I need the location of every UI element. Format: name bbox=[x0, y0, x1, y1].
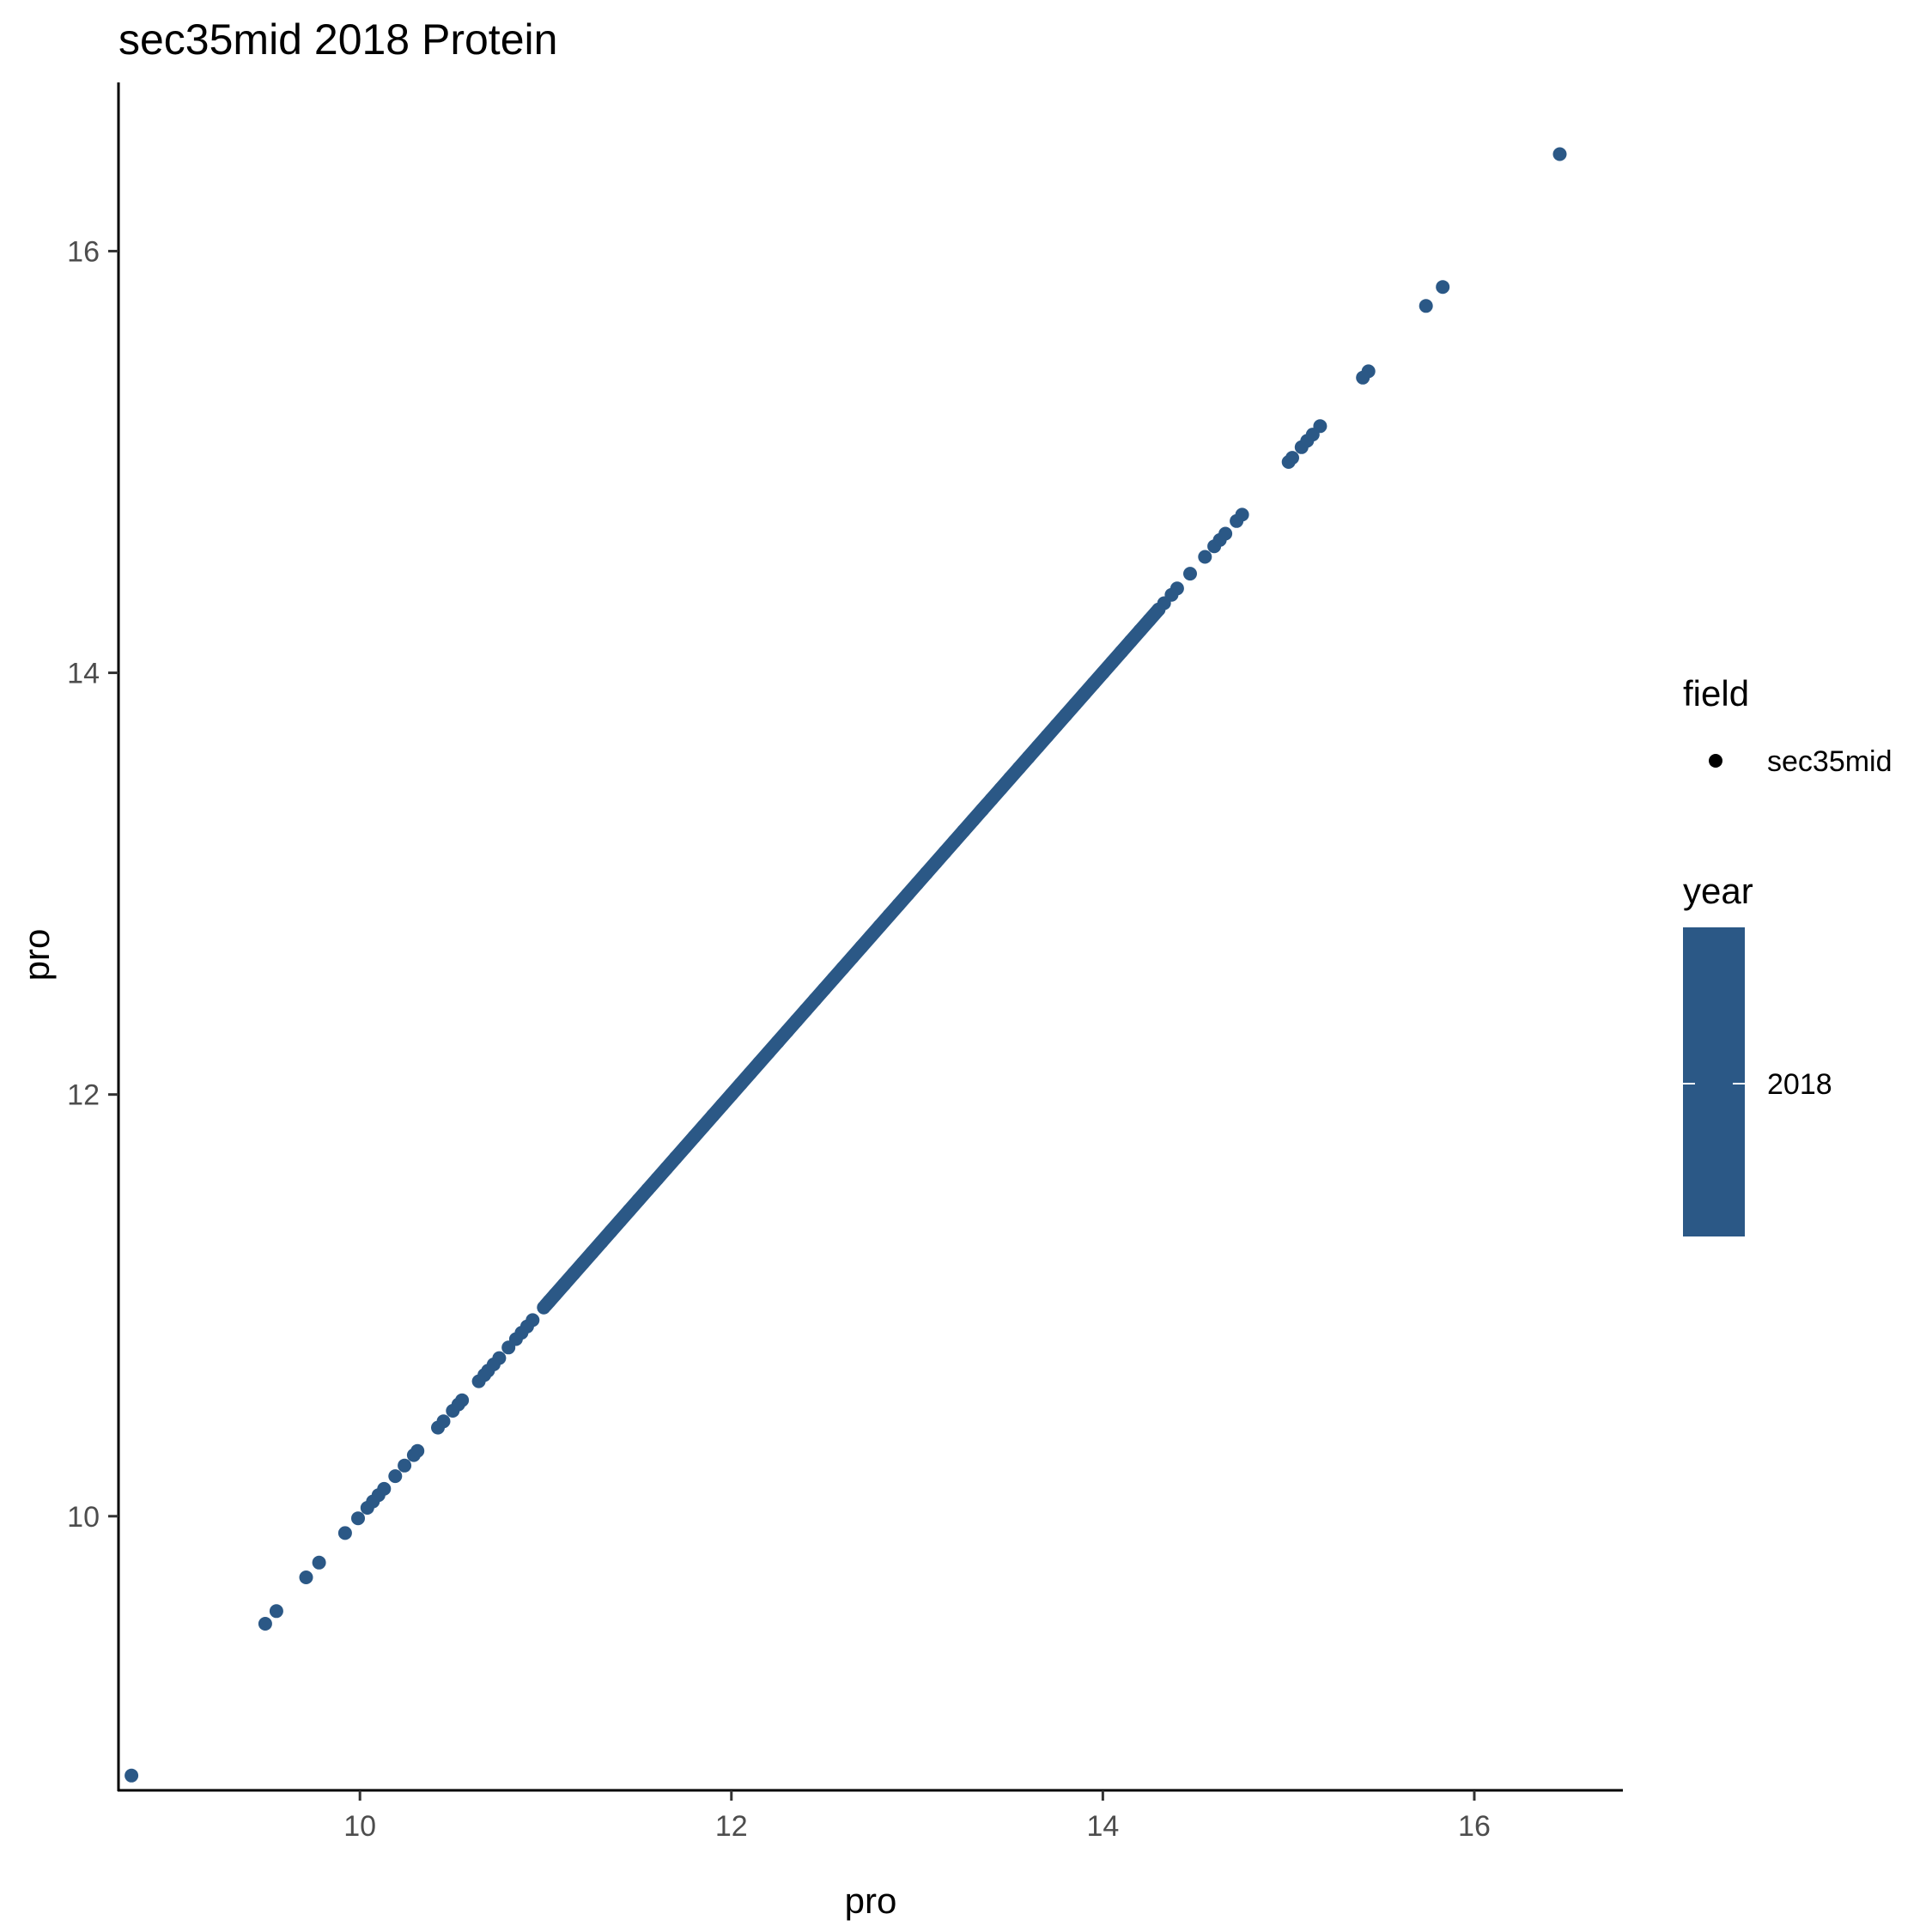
data-point bbox=[398, 1458, 412, 1473]
data-point bbox=[1170, 581, 1184, 596]
y-axis-title: pro bbox=[16, 929, 57, 981]
data-point bbox=[455, 1393, 470, 1407]
data-point bbox=[1183, 567, 1197, 581]
data-point bbox=[436, 1414, 451, 1429]
data-point bbox=[1218, 526, 1233, 541]
data-point bbox=[299, 1571, 313, 1584]
plot-area bbox=[125, 147, 1567, 1783]
data-point bbox=[388, 1469, 403, 1484]
y-tick-label: 16 bbox=[67, 235, 100, 268]
data-point bbox=[1198, 550, 1212, 564]
data-point bbox=[1313, 419, 1327, 434]
legend-year-colorbar bbox=[1683, 927, 1745, 1236]
data-point bbox=[1361, 364, 1376, 379]
legend: field sec35mid year 2018 bbox=[1683, 673, 1893, 1236]
x-axis-ticks: 10 12 14 16 bbox=[343, 1790, 1491, 1843]
data-point bbox=[269, 1604, 283, 1619]
data-point-cluster bbox=[538, 602, 1166, 1313]
data-point bbox=[410, 1443, 425, 1458]
legend-year-label: 2018 bbox=[1767, 1068, 1832, 1101]
y-tick-label: 14 bbox=[67, 658, 100, 690]
data-point bbox=[1552, 147, 1567, 161]
x-tick-label: 10 bbox=[343, 1810, 376, 1843]
x-tick-label: 16 bbox=[1458, 1810, 1491, 1843]
x-tick-label: 14 bbox=[1086, 1810, 1119, 1843]
y-tick-label: 10 bbox=[67, 1501, 100, 1534]
data-point bbox=[1436, 280, 1450, 295]
x-axis-title: pro bbox=[845, 1880, 897, 1921]
data-point bbox=[337, 1526, 352, 1540]
x-tick-label: 12 bbox=[715, 1810, 748, 1843]
data-point bbox=[258, 1617, 272, 1631]
chart-title: sec35mid 2018 Protein bbox=[118, 15, 557, 64]
data-point bbox=[492, 1351, 507, 1365]
data-point bbox=[377, 1481, 392, 1496]
data-point bbox=[351, 1511, 365, 1526]
data-point bbox=[1235, 507, 1249, 522]
data-point bbox=[1285, 451, 1299, 465]
y-axis-ticks: 10 12 14 16 bbox=[67, 235, 118, 1534]
y-tick-label: 12 bbox=[67, 1079, 100, 1112]
data-point bbox=[1419, 299, 1433, 313]
data-point bbox=[125, 1768, 139, 1783]
legend-field-key bbox=[1709, 754, 1722, 768]
data-point bbox=[526, 1313, 540, 1327]
legend-field-label: sec35mid bbox=[1767, 745, 1893, 778]
data-point bbox=[312, 1555, 326, 1570]
legend-field-title: field bbox=[1683, 673, 1749, 714]
legend-year-title: year bbox=[1683, 871, 1753, 911]
